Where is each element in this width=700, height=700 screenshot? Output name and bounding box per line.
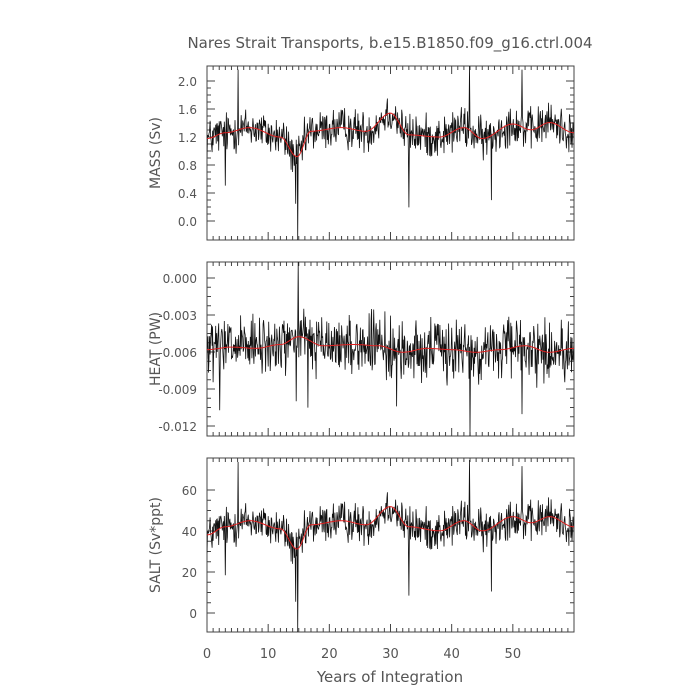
series-smoothed-line xyxy=(207,336,574,353)
series-smoothed-line xyxy=(207,112,574,158)
y-axis-label: HEAT (PW) xyxy=(148,312,164,386)
y-tick-label: 2.0 xyxy=(178,75,197,89)
y-tick-label: 0 xyxy=(189,607,197,621)
y-axis-label: MASS (Sv) xyxy=(148,117,164,189)
chart-panels: MASS (Sv) 0.0 0.4 0.8 1.2 1.6 2.0 HEAT (PW) 0.00… xyxy=(148,65,575,662)
y-tick-label: 1.6 xyxy=(178,103,197,117)
y-tick-label: 0.000 xyxy=(163,272,197,286)
chart-title: Nares Strait Transports, b.e15.B1850.f09… xyxy=(187,34,592,53)
panel-3: SALT (Sv*ppt) 0 20 40 60 0 10 20 30 40 50 xyxy=(148,457,575,662)
plot-frame xyxy=(206,65,575,241)
y-tick-label: 20 xyxy=(182,566,197,580)
y-tick-label: 0.4 xyxy=(178,187,197,201)
y-tick-label: 60 xyxy=(182,484,197,498)
y-tick-label: -0.006 xyxy=(158,346,197,360)
y-tick-label: 1.2 xyxy=(178,131,197,145)
x-tick-label: 50 xyxy=(505,647,522,662)
y-tick-label: -0.003 xyxy=(158,309,197,323)
plot-frame xyxy=(206,457,575,633)
y-tick-label: -0.012 xyxy=(158,420,197,434)
panel-1: MASS (Sv) 0.0 0.4 0.8 1.2 1.6 2.0 xyxy=(148,65,575,241)
series-raw-line xyxy=(207,66,574,240)
y-tick-label: -0.009 xyxy=(158,383,197,397)
x-axis-label: Years of Integration xyxy=(316,668,463,686)
panel-2: HEAT (PW) 0.000 -0.003 -0.006 -0.009 -0.012 xyxy=(148,261,575,437)
x-tick-label: 40 xyxy=(443,647,460,662)
y-tick-label: 0.8 xyxy=(178,159,197,173)
x-tick-label: 20 xyxy=(321,647,338,662)
y-tick-label: 40 xyxy=(182,525,197,539)
y-axis-label: SALT (Sv*ppt) xyxy=(148,497,164,593)
y-tick-label: 0.0 xyxy=(178,215,197,229)
x-tick-label: 0 xyxy=(203,647,211,662)
x-tick-label: 30 xyxy=(382,647,399,662)
series-smoothed-line xyxy=(207,506,574,550)
series-raw-line xyxy=(207,262,574,436)
x-tick-label: 10 xyxy=(260,647,277,662)
series-raw-line xyxy=(207,459,574,632)
